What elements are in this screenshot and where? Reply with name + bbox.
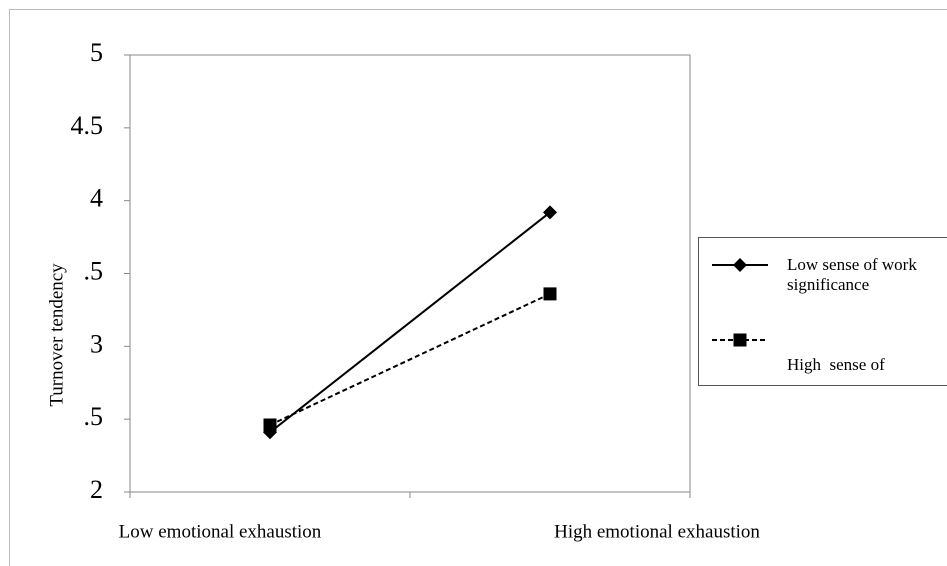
point bbox=[263, 418, 277, 432]
x-tick-label: High emotional exhaustion bbox=[554, 521, 760, 542]
legend-marker bbox=[733, 333, 747, 347]
y-tick-label: .5 bbox=[84, 402, 104, 431]
y-tick-label: 4 bbox=[90, 184, 103, 213]
frame bbox=[9, 9, 947, 566]
point bbox=[543, 205, 557, 220]
legend-label: High sense of bbox=[787, 355, 885, 374]
x-tick-label: Low emotional exhaustion bbox=[119, 521, 322, 542]
legend-marker bbox=[733, 258, 747, 272]
y-tick-label: .5 bbox=[84, 256, 104, 285]
y-tick-label: 2 bbox=[90, 475, 103, 504]
legend-label-box: High sense of bbox=[787, 355, 885, 374]
series-line bbox=[269, 292, 551, 426]
plot-area bbox=[129, 54, 691, 493]
series-line bbox=[269, 211, 551, 434]
y-tick-label: 4.5 bbox=[71, 111, 104, 140]
legend-label-box: Low sense of work significance bbox=[787, 255, 922, 294]
y-tick-label: 5 bbox=[90, 38, 103, 67]
legend-label: Low sense of work significance bbox=[787, 255, 922, 294]
y-tick-label: 3 bbox=[90, 329, 103, 358]
y-axis-title: Turnover tendency bbox=[46, 263, 67, 407]
point bbox=[543, 287, 557, 301]
